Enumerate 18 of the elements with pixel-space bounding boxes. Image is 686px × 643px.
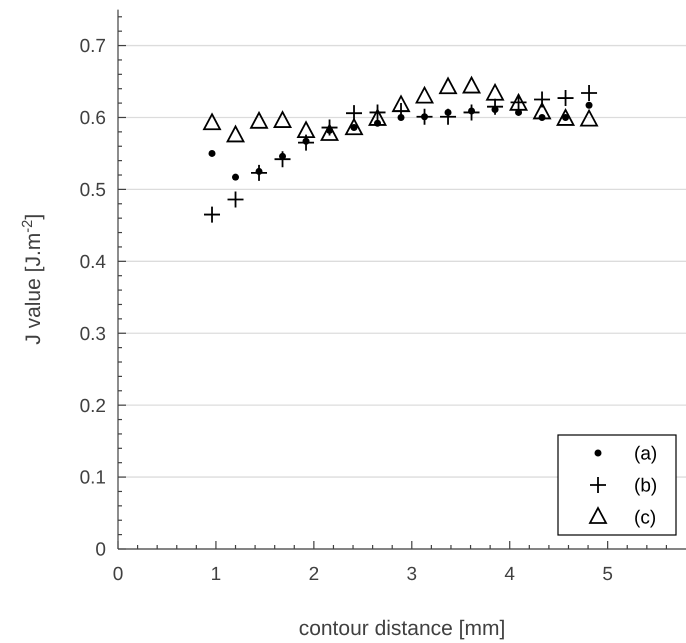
x-tick-label: 2 [308,564,320,585]
x-axis-title: contour distance [mm] [298,617,506,640]
y-tick-label: 0.1 [80,468,106,489]
legend-label: (a) [634,444,658,465]
y-tick-label: 0.4 [80,252,106,273]
y-tick-label: 0.3 [80,324,106,345]
x-tick-label: 5 [602,564,613,585]
x-tick-label: 0 [112,564,124,585]
legend-label: (c) [634,508,656,529]
y-tick-label: 0 [95,540,106,561]
x-tick-label: 1 [210,564,222,585]
y-tick-label: 0.5 [80,180,106,202]
y-tick-label: 0.6 [80,108,106,130]
x-tick-label: 4 [504,564,516,585]
x-tick-label: 3 [406,564,418,585]
y-tick-label: 0.7 [80,36,106,58]
y-tick-label: 0.2 [80,396,106,417]
legend-label: (b) [634,476,658,497]
